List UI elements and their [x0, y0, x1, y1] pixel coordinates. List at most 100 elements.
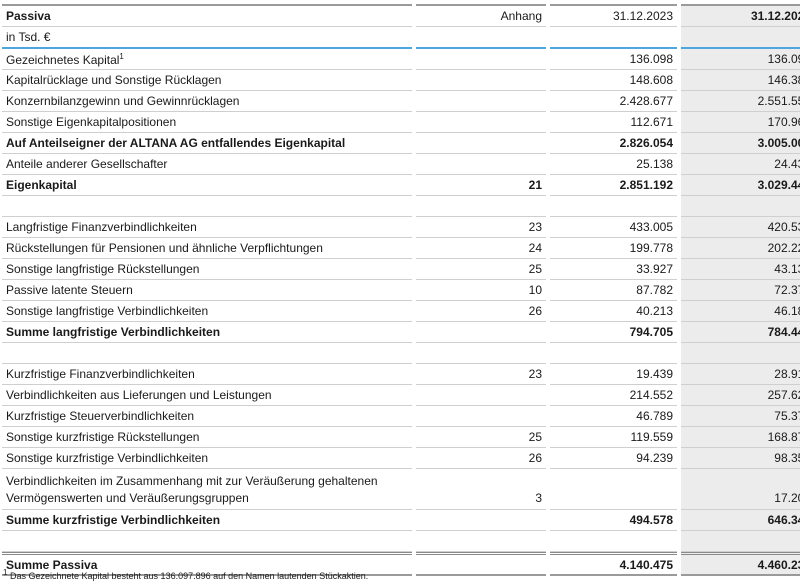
value-y2024: 202.222 [767, 241, 800, 255]
table-row: Passive latente Steuern 10 87.782 72.375 [2, 280, 800, 301]
value-note: 25 [528, 430, 542, 444]
row-label: Summe Passiva [2, 552, 412, 576]
row-label-text: Verbindlichkeiten aus Lieferungen und Le… [6, 388, 272, 402]
cell-note [416, 552, 546, 576]
cell-y2023: 199.778 [550, 238, 677, 259]
table-row: Sonstige langfristige Verbindlichkeiten 2… [2, 301, 800, 322]
row-label-text: Summe kurzfristige Verbindlichkeiten [6, 513, 221, 527]
value-y2024: 146.387 [767, 73, 800, 87]
cell-note [416, 322, 546, 343]
cell-y2024: 2.551.555 [681, 91, 800, 112]
value-y2023: 87.782 [636, 283, 673, 297]
row-label-text: Passive latente Steuern [6, 283, 133, 297]
row-label: Anteile anderer Gesellschafter [2, 154, 412, 175]
cell-y2024: 257.624 [681, 385, 800, 406]
table-row: Kapitalrücklage und Sonstige Rücklagen 14… [2, 70, 800, 91]
cell-y2023: 112.671 [550, 112, 677, 133]
value-y2023: 112.671 [630, 115, 674, 129]
footnote-ref-text: 1 [119, 51, 124, 61]
cell-y2023: 2.428.677 [550, 91, 677, 112]
value-y2024: 46.184 [774, 304, 800, 318]
value-y2024: 72.375 [774, 283, 800, 297]
value-y2023: 25.138 [636, 157, 673, 171]
row-label: Summe kurzfristige Verbindlichkeiten [2, 510, 412, 531]
value-y2023: 119.559 [630, 430, 674, 444]
spacer-cell [550, 196, 677, 217]
row-label: Sonstige langfristige Rückstellungen [2, 259, 412, 280]
cell-y2023: 119.559 [550, 427, 677, 448]
cell-y2024: 72.375 [681, 280, 800, 301]
row-label-text: Sonstige langfristige Rückstellungen [6, 262, 200, 276]
value-y2023: 2.826.054 [619, 136, 673, 150]
cell-y2023: 794.705 [550, 322, 677, 343]
value-y2024: 257.624 [767, 388, 800, 402]
row-label: Passive latente Steuern [2, 280, 412, 301]
row-label-text: Sonstige kurzfristige Verbindlichkeiten [6, 451, 209, 465]
cell-y2023: 136.098 [550, 49, 677, 70]
value-y2023: 19.439 [636, 367, 673, 381]
value-y2023: 494.578 [629, 513, 673, 527]
value-y2024: 43.133 [774, 262, 800, 276]
row-label: Sonstige Eigenkapitalpositionen [2, 112, 412, 133]
row-label-line: Vermögenswerten und Veräußerungsgruppen [6, 491, 249, 505]
spacer-cell [2, 343, 412, 364]
row-label: Eigenkapital [2, 175, 412, 196]
cell-y2024: 784.447 [681, 322, 800, 343]
header-cell: Passiva [2, 4, 412, 27]
cell-note [416, 91, 546, 112]
table-row: Verbindlichkeiten aus Lieferungen und Le… [2, 385, 800, 406]
unit-row: in Tsd. € [2, 27, 800, 49]
value-y2024: 784.447 [767, 325, 800, 339]
cell-y2024: 202.222 [681, 238, 800, 259]
value-note: 23 [528, 367, 542, 381]
value-note: 21 [528, 178, 542, 192]
table-row: Sonstige Eigenkapitalpositionen 112.671 17… [2, 112, 800, 133]
row-label: Auf Anteilseigner der ALTANA AG entfalle… [2, 133, 412, 154]
row-label-text: Rückstellungen für Pensionen und ähnlich… [6, 241, 323, 255]
row-label: Kurzfristige Finanzverbindlichkeiten [2, 364, 412, 385]
value-y2024: 17.204 [774, 491, 800, 505]
table-row: Kurzfristige Steuerverbindlichkeiten 46.7… [2, 406, 800, 427]
row-label-text: Sonstige Eigenkapitalpositionen [6, 115, 177, 129]
row-label-text: Eigenkapital [6, 178, 77, 192]
row-label: Kapitalrücklage und Sonstige Rücklagen [2, 70, 412, 91]
cell-note: 10 [416, 280, 546, 301]
row-label: Konzernbilanzgewinn und Gewinnrücklagen [2, 91, 412, 112]
row-label: Langfristige Finanzverbindlichkeiten [2, 217, 412, 238]
cell-note [416, 510, 546, 531]
cell-y2023: 25.138 [550, 154, 677, 175]
table-row: Sonstige langfristige Rückstellungen 25 33… [2, 259, 800, 280]
cell-y2024: 75.379 [681, 406, 800, 427]
table-row: Sonstige kurzfristige Rückstellungen 25 11… [2, 427, 800, 448]
cell-note: 24 [416, 238, 546, 259]
value-y2023: 94.239 [636, 451, 673, 465]
table-row: Eigenkapital 21 2.851.192 3.029.440 [2, 175, 800, 196]
cell-y2024: 3.029.440 [681, 175, 800, 196]
cell-y2024: 28.917 [681, 364, 800, 385]
cell-note: 26 [416, 301, 546, 322]
cell-note: 23 [416, 364, 546, 385]
spacer-cell [550, 343, 677, 364]
spacer-cell [550, 531, 677, 552]
header-row: Passiva Anhang 31.12.2023 31.12.2024 [2, 4, 800, 27]
table-row: Summe langfristige Verbindlichkeiten 794.… [2, 322, 800, 343]
value-y2024: 136.098 [767, 52, 800, 66]
unit-label: in Tsd. € [2, 27, 412, 49]
value-y2024: 3.005.005 [757, 136, 800, 150]
cell-y2023: 94.239 [550, 448, 677, 469]
value-note: 25 [528, 262, 542, 276]
value-note: 24 [528, 241, 542, 255]
footnote-mark: 1 [3, 568, 8, 577]
value-y2023: 4.140.475 [619, 557, 673, 572]
row-label-text: Kurzfristige Steuerverbindlichkeiten [6, 409, 195, 423]
cell-note [416, 112, 546, 133]
row-label: Verbindlichkeiten aus Lieferungen und Le… [2, 385, 412, 406]
spacer-cell [2, 531, 412, 552]
value-y2023: 2.428.677 [619, 94, 673, 108]
balance-sheet: Passiva Anhang 31.12.2023 31.12.2024 in … [2, 4, 800, 576]
table-row: Summe kurzfristige Verbindlichkeiten 494.… [2, 510, 800, 531]
cell-y2024: 136.098 [681, 49, 800, 70]
value-y2024: 28.917 [774, 367, 800, 381]
footnote-ref: 1 [119, 52, 123, 61]
value-y2024: 24.435 [774, 157, 800, 171]
